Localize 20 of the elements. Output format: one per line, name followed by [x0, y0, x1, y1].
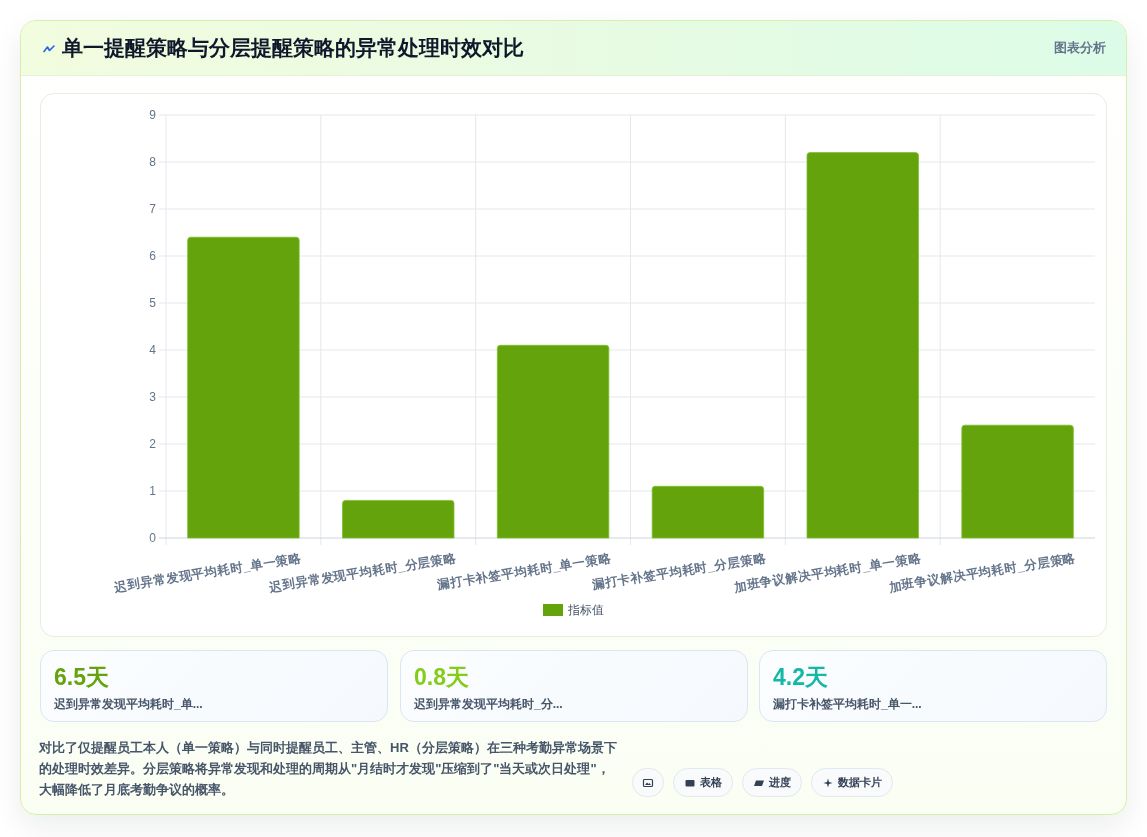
y-tick-label: 5 — [149, 296, 157, 310]
y-tick-label: 6 — [149, 249, 157, 263]
y-tick-label: 1 — [149, 484, 157, 498]
button: 数据卡片 — [811, 768, 893, 797]
y-tick-label: 4 — [149, 343, 157, 357]
button: 表格 — [673, 768, 733, 797]
text: 图表分析 — [1054, 40, 1106, 57]
y-tick-label: 8 — [149, 155, 157, 169]
legend-label: 指标值 — [567, 603, 604, 617]
text: 对比了仅提醒员工本人（单一策略）与同时提醒员工、主管、HR（分层策略）在三种考勤异常场景下的处理时效差异。分层策略将异常发现和处理的周期从"月结时才发现"压缩到了"当天或次日处理"，大幅降低了月底考勤争议的概率。 — [39, 739, 618, 799]
card: 6.5天 迟到异常发现平均耗时_单... — [40, 650, 388, 722]
y-tick-label: 7 — [149, 202, 157, 216]
y-tick-label: 9 — [149, 108, 157, 122]
card: 4.2天 漏打卡补签平均耗时_单一... — [759, 650, 1107, 722]
button: 进度 — [742, 768, 802, 797]
y-tick-label: 3 — [149, 390, 157, 404]
y-tick-label: 2 — [149, 437, 157, 451]
y-tick-label: 0 — [149, 531, 157, 545]
card: 0.8天 迟到异常发现平均耗时_分... — [400, 650, 748, 722]
chart-title: 单一提醒策略与分层提醒策略的异常处理时效对比 — [62, 35, 524, 61]
